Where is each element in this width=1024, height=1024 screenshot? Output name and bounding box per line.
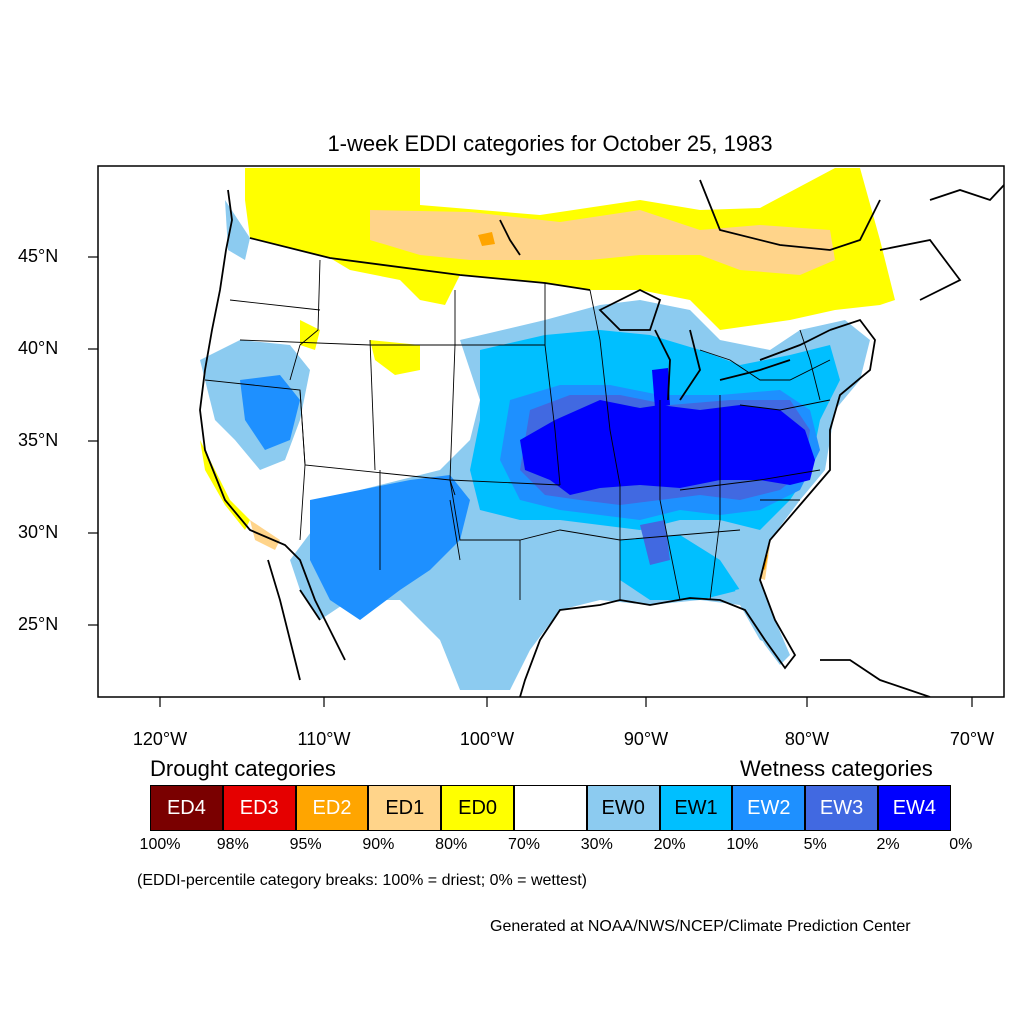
credit-line: Generated at NOAA/NWS/NCEP/Climate Predi… [490,918,911,935]
legend-box-ew3: EW3 [805,785,878,831]
percent-break-label: 2% [876,836,900,853]
ed1-canada [370,210,835,275]
ew4-central [520,400,815,495]
ed0-westcoast [200,440,250,530]
category-breaks-note: (EDDI-percentile category breaks: 100% =… [137,872,587,889]
lon-label-110: 110°W [297,729,351,749]
percent-break-label: 100% [139,836,181,853]
lat-label-25: 25°N [18,614,59,634]
legend-box-ew2: EW2 [732,785,806,831]
percent-break-label: 5% [803,836,827,853]
lat-label-30: 30°N [18,522,59,542]
legend-box-neutral [514,785,587,831]
lon-label-80: 80°W [784,729,830,749]
percent-break-label: 30% [580,836,613,853]
ew3-gulf [640,520,670,565]
florida-ew0 [735,585,790,665]
lon-label-70: 70°W [949,729,995,749]
percent-break-label: 0% [949,836,973,853]
coastlines [199,179,1004,697]
map-title: 1-week EDDI categories for October 25, 1… [327,131,773,156]
ed1-socal [250,520,280,550]
ed2-spot [478,232,495,246]
lat-ticks [88,256,98,626]
lat-label-35: 35°N [18,430,59,450]
percent-break-label: 90% [362,836,395,853]
legend-box-ew4: EW4 [878,785,951,831]
wetness-categories-title: Wetness categories [740,756,933,781]
legend-box-ed0: ED0 [441,785,514,831]
legend-box-ed4: ED4 [150,785,223,831]
ed0-wyoming [370,340,420,375]
lon-label-100: 100°W [459,729,515,749]
legend-box-ew0: EW0 [586,785,660,831]
legend-box-ew1: EW1 [659,785,733,831]
lat-label-45: 45°N [18,246,59,266]
percent-break-label: 20% [653,836,686,853]
percent-break-label: 80% [435,836,468,853]
map-frame [97,165,1005,698]
lon-ticks [159,697,973,707]
map-field [199,168,1004,697]
percent-break-label: 10% [726,836,759,853]
ew2-west [240,375,300,450]
drought-categories-title: Drought categories [150,756,336,781]
lat-label-40: 40°N [18,338,59,358]
percent-break-label: 70% [507,836,541,853]
lon-label-90: 90°W [623,729,669,749]
legend-box-ed2: ED2 [295,785,369,831]
ew2-southwest [310,475,470,620]
lon-label-120: 120°W [132,729,188,749]
percent-break-label: 98% [216,836,249,853]
legend-box-ed1: ED1 [368,785,442,831]
legend-box-ed3: ED3 [222,785,296,831]
percent-break-label: 95% [289,836,322,853]
ew4-illinois [652,368,670,408]
